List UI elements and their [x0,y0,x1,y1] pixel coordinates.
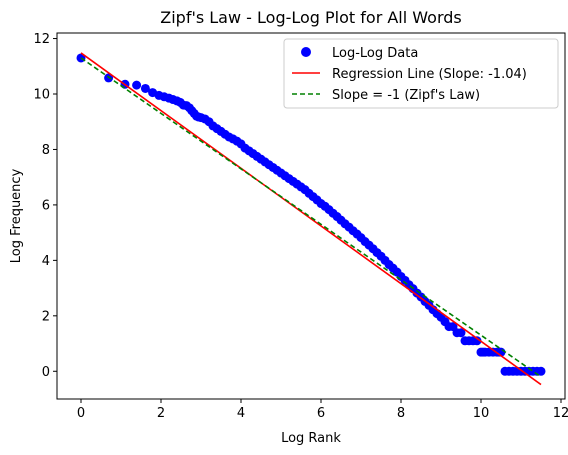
data-point [536,366,546,376]
x-tick-label: 0 [77,406,85,421]
legend-label-data: Log-Log Data [332,46,418,61]
data-point [456,328,466,338]
legend: Log-Log Data Regression Line (Slope: -1.… [283,38,559,109]
y-axis-label: Log Frequency [9,168,24,263]
legend-label-regression: Regression Line (Slope: -1.04) [332,67,527,82]
y-tick-label: 4 [42,254,50,269]
y-tick-label: 10 [33,88,50,103]
x-axis-label: Log Rank [281,431,341,446]
x-tick-label: 12 [553,406,568,421]
y-tick-label: 12 [33,32,50,47]
data-point [132,80,142,90]
y-axis: 0 2 4 6 8 10 12 [33,32,57,380]
plot-area [76,52,546,386]
x-tick-label: 8 [397,406,405,421]
legend-label-zipf: Slope = -1 (Zipf's Law) [332,88,480,103]
legend-marker-data [301,47,311,57]
y-tick-label: 2 [42,309,50,324]
x-tick-label: 2 [157,406,165,421]
x-axis: 0 2 4 6 8 10 12 [77,399,568,421]
data-point [472,336,482,346]
legend-box [283,38,559,109]
y-tick-label: 0 [42,365,50,380]
data-point [140,83,150,93]
plot-frame [56,32,566,400]
y-tick-label: 6 [42,198,50,213]
y-tick-label: 8 [42,143,50,158]
x-tick-label: 10 [473,406,490,421]
x-tick-label: 6 [317,406,325,421]
chart-title: Zipf's Law - Log-Log Plot for All Words [160,8,462,27]
regression-line [80,52,542,386]
zipf-reference-line [80,57,542,378]
x-tick-label: 4 [237,406,245,421]
